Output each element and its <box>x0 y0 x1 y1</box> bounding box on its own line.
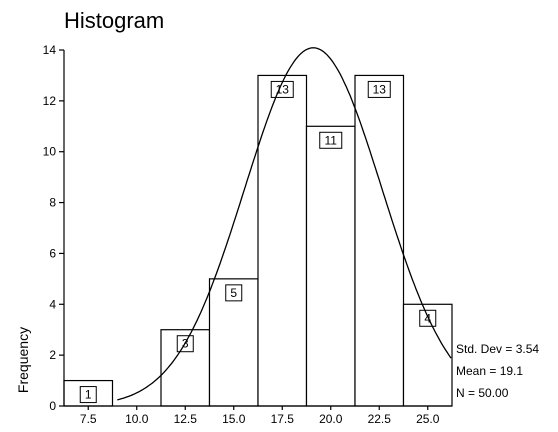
stat-mean: Mean = 19.1 <box>456 364 523 378</box>
bars-group <box>63 74 453 407</box>
stat-std-dev: Std. Dev = 3.54 <box>456 342 539 356</box>
data-label-box-22.5 <box>367 80 391 98</box>
data-label-box-15.0 <box>225 284 243 302</box>
x-tick-label-7.5: 7.5 <box>80 412 97 426</box>
x-tick-label-17.5: 17.5 <box>271 412 295 426</box>
y-tick-label-8: 8 <box>49 196 56 210</box>
y-tick-label-0: 0 <box>49 399 56 413</box>
data-label-7.5: 1 <box>85 388 92 402</box>
data-label-box-25.0 <box>419 309 437 327</box>
x-tick-label-20.0: 20.0 <box>319 412 343 426</box>
x-tick-label-10.0: 10.0 <box>125 412 149 426</box>
y-axis: 0 2 4 6 8 10 12 14 <box>43 43 65 413</box>
x-tick-label-15.0: 15.0 <box>222 412 246 426</box>
x-tick-label-12.5: 12.5 <box>174 412 198 426</box>
data-label-box-20.0 <box>319 131 343 149</box>
bar-17.5 <box>257 74 308 407</box>
y-tick-label-10: 10 <box>43 145 57 159</box>
x-tick-label-22.5: 22.5 <box>368 412 392 426</box>
y-tick-label-6: 6 <box>49 246 56 260</box>
y-tick-label-12: 12 <box>43 94 57 108</box>
x-tick-label-25.0: 25.0 <box>416 412 440 426</box>
stat-n: N = 50.00 <box>456 386 509 400</box>
y-tick-label-2: 2 <box>49 348 56 362</box>
data-label-15.0: 5 <box>230 286 237 300</box>
bar-22.5 <box>354 74 405 407</box>
y-tick-label-14: 14 <box>43 43 57 57</box>
data-label-box-7.5 <box>79 386 97 404</box>
x-axis: 7.5 10.0 12.5 15.0 17.5 20.0 22.5 25.0 <box>64 405 452 426</box>
bar-20.0 <box>305 125 356 407</box>
y-tick-label-4: 4 <box>49 297 56 311</box>
normal-curve <box>117 47 452 401</box>
chart-title: Histogram <box>64 8 164 33</box>
data-label-22.5: 13 <box>373 82 387 96</box>
stats-box: Std. Dev = 3.54 Mean = 19.1 N = 50.00 <box>456 342 539 400</box>
data-label-17.5: 13 <box>276 82 290 96</box>
data-label-20.0: 11 <box>325 133 338 147</box>
y-axis-label: Frequency <box>15 327 31 393</box>
